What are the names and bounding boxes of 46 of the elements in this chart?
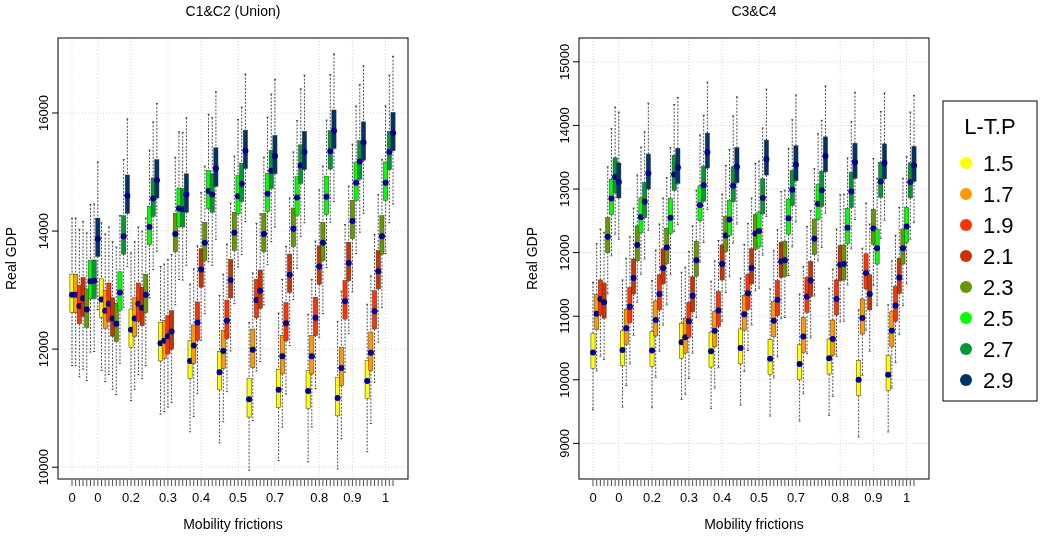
x-tick-label: 0.8	[310, 490, 329, 505]
y-tick-label: 11000	[557, 298, 572, 334]
x-tick-label: 0.3	[158, 490, 177, 505]
x-tick-label: 0.9	[864, 490, 883, 505]
y-tick-label: 10000	[36, 449, 51, 486]
x-tick-label: 1	[903, 490, 911, 505]
x-tick-label: 0.2	[122, 490, 141, 505]
legend-label: 2.9	[983, 368, 1014, 393]
y-tick-label: 9000	[557, 428, 572, 458]
x-axis-title: Mobility frictions	[704, 516, 804, 532]
x-tick-label: 0.5	[750, 490, 769, 505]
x-tick-label: 0	[615, 490, 623, 505]
x-axis-title: Mobility frictions	[183, 516, 283, 532]
x-tick-label: 0.5	[229, 490, 248, 505]
legend-label: 2.5	[983, 306, 1014, 331]
legend-label: 2.7	[983, 337, 1014, 362]
legend-title: L-T.P	[964, 114, 1016, 139]
x-tick-label: 0.3	[679, 490, 698, 505]
x-tick-label: 0	[589, 490, 597, 505]
legend-label: 1.7	[983, 182, 1014, 207]
x-tick-label: 0.7	[786, 490, 805, 505]
y-tick-label: 13000	[557, 170, 572, 208]
x-tick-label: 0.4	[713, 490, 732, 505]
legend-label: 2.3	[983, 275, 1014, 300]
x-tick-label: 0.2	[643, 490, 662, 505]
legend-label: 2.1	[983, 244, 1014, 269]
legend-label: 1.9	[983, 213, 1014, 238]
y-tick-label: 14000	[557, 107, 572, 144]
x-tick-label: 0.4	[192, 490, 211, 505]
x-tick-label: 1	[382, 490, 390, 505]
legend-label: 1.5	[983, 151, 1014, 176]
y-axis-title: Real GDP	[3, 226, 19, 291]
x-tick-label: 0	[94, 490, 102, 505]
x-tick-label: 0.7	[265, 490, 284, 505]
chart-title: C3&C4	[731, 3, 777, 19]
x-tick-label: 0	[68, 490, 76, 505]
y-tick-label: 14000	[36, 212, 51, 250]
y-tick-label: 15000	[557, 43, 572, 80]
x-tick-label: 0.8	[831, 490, 850, 505]
y-tick-label: 12000	[557, 234, 572, 271]
chart-title: C1&C2 (Union)	[185, 3, 281, 19]
y-tick-label: 10000	[557, 361, 572, 398]
y-tick-label: 16000	[36, 94, 51, 132]
x-tick-label: 0.9	[343, 490, 362, 505]
y-axis-title: Real GDP	[524, 226, 540, 291]
y-tick-label: 12000	[36, 331, 51, 368]
